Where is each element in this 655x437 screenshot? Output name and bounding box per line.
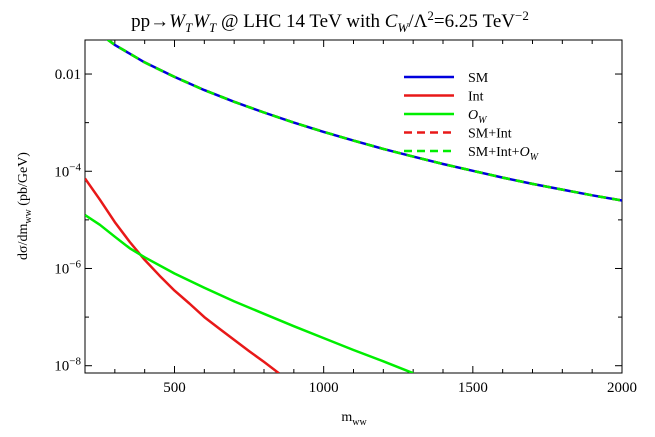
x-axis-label: mww [341,410,367,428]
axis-ticks [85,40,623,373]
chart-title: pp→WTWT @ LHC 14 TeV with CW/Λ2=6.25 TeV… [131,8,529,35]
plot-frame [84,39,623,374]
y-tick-label: 10−8 [54,356,81,375]
series-line-0 [106,40,622,202]
y-tick-label: 10−6 [54,258,81,277]
legend-label: SM+Int+OW [468,145,540,163]
y-axis-label: dσ/dmww (pb/GeV) [16,152,34,260]
y-tick-labels: 0.01 10−4 10−6 10−8 [54,67,81,375]
legend-label: SM [468,71,489,86]
x-tick-label: 1500 [458,380,488,396]
legend-label: Int [468,90,484,105]
series-line-3 [106,40,622,202]
series-line-2 [85,213,414,373]
x-tick-labels: 500 1000 1500 2000 [163,380,637,396]
y-tick-label: 0.01 [55,67,81,83]
legend-label: SM+Int [468,127,512,142]
series-line-1 [85,177,280,373]
legend-label: OW [468,108,488,126]
series-layer [85,40,622,373]
x-tick-label: 1000 [309,380,339,396]
x-tick-label: 2000 [607,380,637,396]
series-line-4 [106,40,622,202]
y-tick-label: 10−4 [54,161,81,180]
x-tick-label: 500 [163,380,186,396]
